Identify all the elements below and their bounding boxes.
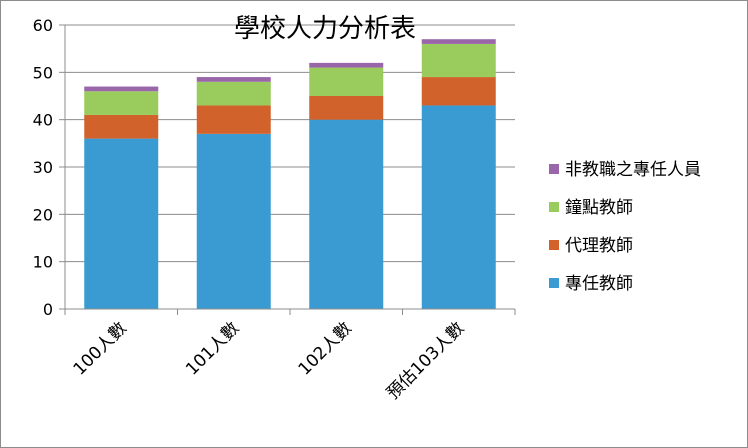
bar-segment [309, 62, 384, 68]
x-tick-labels: 100人數 101人數 102人數 預估103人數 [70, 318, 469, 403]
y-tick-label: 20 [33, 205, 53, 224]
legend-swatch [549, 164, 559, 174]
bar-segment [84, 86, 159, 92]
y-tick-label: 40 [33, 111, 53, 130]
y-tick-label: 50 [33, 63, 53, 82]
x-tick-label: 101人數 [182, 318, 243, 379]
bar-segment [84, 91, 159, 115]
y-tick-labels: 0 10 20 30 40 50 60 [33, 16, 53, 319]
bar-segment [421, 43, 496, 78]
bar-segment [421, 39, 496, 44]
y-tick-label: 60 [33, 16, 53, 35]
bar-segment [309, 119, 384, 310]
bar-segment [196, 105, 271, 134]
y-tick-label: 10 [33, 253, 53, 272]
bars [84, 39, 496, 310]
legend-label: 代理教師 [565, 236, 633, 256]
x-tick-label: 預估103人數 [383, 318, 468, 403]
bar-segment [421, 105, 496, 309]
bar-segment [309, 67, 384, 96]
y-tick-label: 0 [43, 300, 53, 319]
legend-label: 專任教師 [565, 274, 633, 294]
y-tick-label: 30 [33, 158, 53, 177]
legend-swatch [549, 278, 559, 288]
axes [59, 24, 516, 315]
bar-segment [309, 96, 384, 120]
legend-label: 鐘點教師 [565, 198, 633, 218]
chart-title: 學校人力分析表 [234, 14, 416, 44]
bar-segment [421, 77, 496, 106]
bar-segment [196, 133, 271, 309]
legend-label: 非教職之專任人員 [565, 160, 701, 180]
bar-segment [196, 77, 271, 82]
x-tick-label: 100人數 [70, 318, 131, 379]
legend-swatch [549, 240, 559, 250]
bar-segment [84, 138, 159, 309]
x-tick-label: 102人數 [295, 318, 356, 379]
legend-swatch [549, 202, 559, 212]
bar-segment [196, 81, 271, 106]
bar-segment [84, 114, 159, 139]
